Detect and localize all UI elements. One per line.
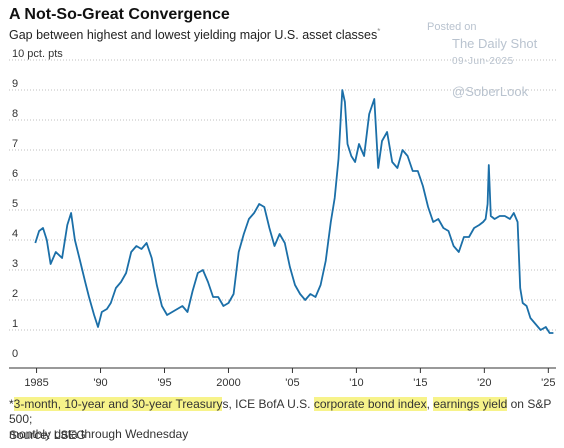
watermark-source-name: The Daily Shot (452, 36, 538, 51)
subtitle-footnote-marker: * (377, 27, 381, 36)
footnote-marker: * (9, 397, 14, 411)
footnote-highlight-corporate-bond: corporate bond index (313, 397, 427, 411)
watermark-posted-on: Posted on (427, 21, 477, 33)
footnote-highlight-earnings-yield: earnings yield (433, 397, 508, 411)
source-note: Source: LSEG (9, 428, 86, 442)
x-tick-label-2010: '10 (349, 377, 363, 389)
footnote-highlight-treasury: 3-month, 10-year and 30-year Treasury (13, 397, 223, 411)
footnote: *3-month, 10-year and 30-year Treasurys,… (9, 397, 554, 442)
footnote-text-1: s, ICE BofA U.S. (222, 397, 314, 411)
x-tick-label-2015: '15 (413, 377, 427, 389)
y-tick-label-8: 8 (12, 108, 18, 120)
y-tick-label-2: 2 (12, 288, 18, 300)
series-line-0 (34, 89, 554, 334)
y-tick-label-10: 10 pct. pts (12, 48, 63, 60)
y-tick-label-4: 4 (12, 228, 18, 240)
x-tick-label-1990: '90 (93, 377, 107, 389)
y-tick-label-0: 0 (12, 348, 18, 360)
x-tick-label-2000: 2000 (216, 377, 240, 389)
footnote-text-3: on S&P 500; (9, 397, 552, 426)
y-tick-label-6: 6 (12, 168, 18, 180)
y-tick-label-5: 5 (12, 198, 18, 210)
chart-title: A Not-So-Great Convergence (9, 6, 230, 23)
x-tick-label-1995: '95 (157, 377, 171, 389)
y-tick-label-7: 7 (12, 138, 18, 150)
x-tick-label-2020: '20 (477, 377, 491, 389)
footnote-text-2: , (426, 397, 434, 411)
y-tick-label-1: 1 (12, 318, 18, 330)
y-tick-label-9: 9 (12, 78, 18, 90)
watermark-date: 09-Jun-2025 (452, 56, 514, 67)
watermark-handle: @SoberLook (452, 84, 529, 99)
x-tick-label-1985: 1985 (24, 377, 48, 389)
y-tick-label-3: 3 (12, 258, 18, 270)
subtitle-text: Gap between highest and lowest yielding … (9, 28, 378, 43)
footnote-line-2: monthly data through Wednesday (9, 427, 189, 441)
x-tick-label-2005: '05 (285, 377, 299, 389)
x-tick-label-2025: '25 (541, 377, 555, 389)
chart-subtitle: Gap between highest and lowest yielding … (9, 27, 380, 42)
